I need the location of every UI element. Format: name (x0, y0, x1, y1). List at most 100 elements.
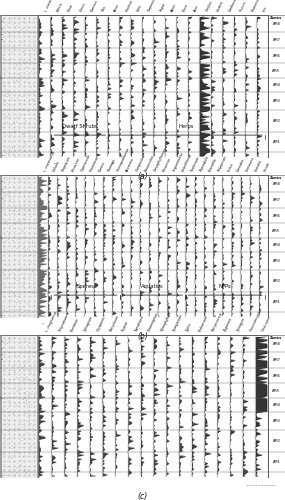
Point (11, 302, 16, 310)
Point (9, 437, 14, 445)
Point (21, 228, 26, 235)
Point (30, 134, 34, 141)
Point (10, 17, 15, 25)
Point (24, 468, 28, 476)
Text: AQU1950/3: AQU1950/3 (0, 352, 1, 356)
Point (13, 128, 18, 136)
Point (29, 212, 34, 220)
Point (7, 292, 11, 300)
Point (15, 432, 20, 440)
Point (27, 17, 31, 25)
Point (14, 27, 19, 35)
Point (11, 218, 15, 226)
Point (20, 211, 24, 219)
Point (29, 344, 34, 352)
Point (17, 176, 22, 184)
Point (21, 280, 25, 288)
Text: AQU1950/2: AQU1950/2 (0, 188, 1, 192)
Point (5, 18, 10, 26)
Point (26, 75, 30, 83)
Point (29, 251, 33, 259)
Point (8, 342, 13, 349)
Point (30, 427, 35, 435)
Point (30, 284, 35, 292)
Point (25, 57, 29, 65)
Point (16, 150, 21, 158)
Point (27, 228, 31, 236)
Point (1, 38, 6, 46)
Point (11, 78, 16, 86)
Point (27, 236, 31, 244)
Text: Potamogeton: Potamogeton (147, 312, 159, 332)
Point (25, 204, 30, 212)
Point (22, 277, 27, 285)
Text: AM4: AM4 (272, 403, 280, 407)
Point (1, 53, 6, 61)
Point (21, 214, 26, 222)
Point (21, 36, 26, 44)
Text: Leguminosae: Leguminosae (172, 151, 184, 172)
Point (29, 236, 34, 244)
Point (9, 37, 13, 45)
Point (16, 70, 21, 78)
Point (25, 465, 30, 473)
Point (10, 441, 15, 449)
Point (5, 394, 9, 402)
Point (21, 464, 26, 472)
Point (19, 226, 24, 234)
Point (31, 336, 35, 344)
Point (21, 57, 25, 65)
Point (13, 351, 17, 359)
Point (17, 99, 21, 107)
Point (9, 70, 14, 78)
Point (1, 420, 5, 428)
Point (5, 334, 10, 342)
Point (17, 247, 22, 255)
Point (17, 363, 22, 371)
Point (25, 403, 29, 411)
Point (12, 144, 17, 152)
Point (14, 400, 19, 407)
Point (8, 50, 12, 58)
Text: Polypodium: Polypodium (58, 314, 69, 332)
Point (9, 144, 14, 152)
Point (15, 351, 20, 359)
Point (2, 441, 7, 449)
Point (11, 458, 15, 466)
Point (28, 35, 33, 43)
Point (31, 32, 36, 40)
Point (9, 296, 14, 304)
Point (25, 68, 30, 76)
Text: Thalictrum: Thalictrum (190, 155, 201, 172)
Point (23, 390, 27, 398)
Text: AM4: AM4 (272, 83, 280, 87)
Point (25, 376, 29, 384)
Point (28, 250, 32, 258)
Point (30, 204, 35, 212)
Point (15, 374, 20, 382)
Point (17, 430, 21, 438)
Point (23, 48, 28, 56)
Point (14, 114, 19, 122)
Point (11, 150, 15, 158)
Point (9, 454, 13, 462)
Point (30, 90, 35, 98)
Point (20, 105, 25, 113)
Point (31, 138, 35, 146)
Point (29, 68, 33, 76)
Point (20, 416, 25, 424)
Point (11, 290, 16, 298)
Point (28, 147, 32, 155)
Point (28, 442, 33, 450)
Point (7, 462, 11, 470)
Point (10, 206, 15, 214)
Point (1, 395, 6, 403)
Point (19, 305, 24, 313)
Text: Aquatics: Aquatics (141, 284, 164, 290)
Point (16, 356, 20, 364)
Text: L. chironomus: L. chironomus (45, 310, 58, 332)
Point (9, 177, 13, 185)
Point (7, 270, 11, 278)
Point (29, 352, 34, 360)
Text: Spores: Spores (76, 284, 95, 290)
